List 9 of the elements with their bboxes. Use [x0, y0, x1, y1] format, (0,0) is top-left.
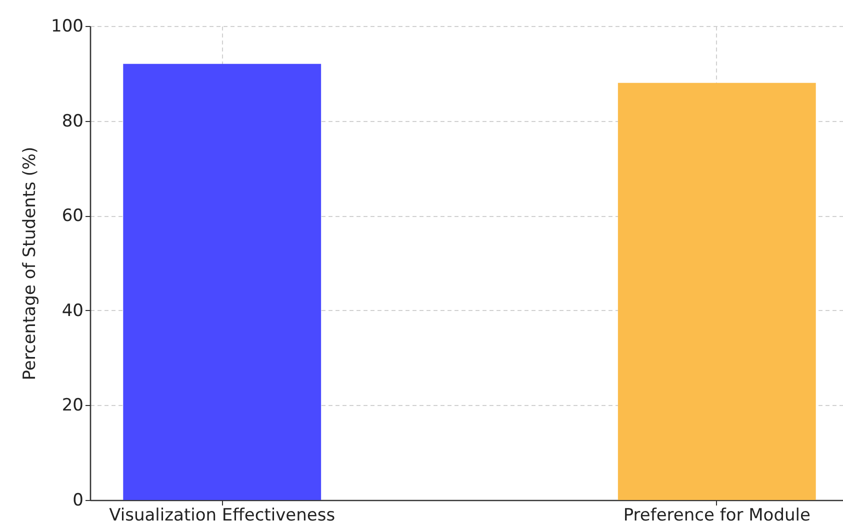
y-axis-title: Percentage of Students (%)	[20, 146, 40, 380]
x-tick-label: Preference for Module	[623, 506, 810, 526]
y-tick-label: 80	[62, 111, 84, 132]
x-tick-label: Visualization Effectiveness	[109, 506, 336, 526]
y-tick-label: 60	[62, 206, 84, 226]
y-tick-label: 0	[72, 490, 84, 510]
y-tick-label: 20	[62, 396, 84, 416]
y-tick-label: 40	[62, 300, 84, 321]
y-tick-label: 100	[51, 16, 84, 36]
